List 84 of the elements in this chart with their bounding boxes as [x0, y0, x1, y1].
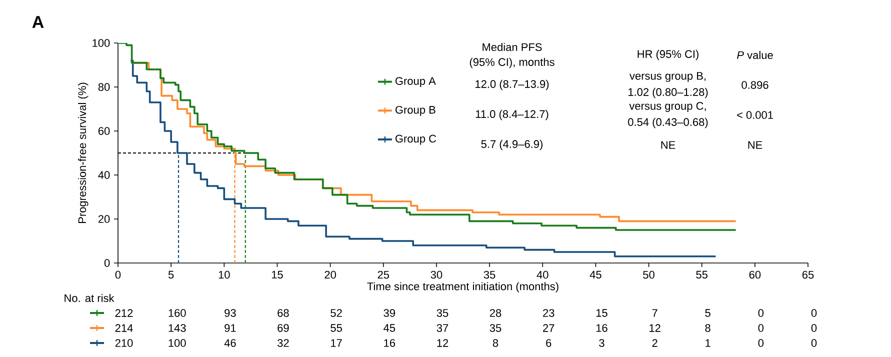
text: 28	[490, 309, 502, 317]
text: 12	[650, 324, 660, 332]
annotation: versus group C,	[629, 102, 706, 112]
text: 214	[115, 324, 133, 332]
annotation: 12.0 (8.7–13.9)	[476, 80, 549, 90]
legend-label: Group C	[396, 134, 436, 145]
text: 212	[115, 309, 133, 317]
text: 17	[331, 339, 342, 347]
text: 32	[278, 339, 289, 347]
y-tick-label: 100	[92, 39, 110, 47]
text: 0	[758, 339, 764, 347]
annotation: P value	[737, 50, 773, 60]
text: 69	[278, 324, 289, 332]
x-tick-label: 20	[324, 270, 336, 279]
text: 0	[811, 309, 817, 317]
annotation: NE	[748, 141, 762, 149]
text: 23	[543, 309, 554, 317]
x-tick-label: 50	[643, 270, 654, 279]
annotation: Median PFS	[482, 42, 542, 52]
text: 35	[436, 309, 448, 317]
x-tick-label: 30	[430, 270, 442, 279]
text: 7	[652, 309, 658, 317]
text: 5	[705, 309, 710, 317]
y-tick-label: 0	[104, 259, 110, 267]
annotation: (95% CI), months	[470, 58, 554, 68]
text: 2	[652, 339, 658, 347]
text: 46	[224, 339, 236, 347]
text: 6	[546, 339, 552, 347]
annotation: < 0.001	[737, 111, 773, 119]
y-axis-title: Progression-free survival (%)	[78, 82, 88, 223]
text: 68	[278, 309, 289, 317]
text: 0	[811, 324, 817, 332]
text: 27	[543, 324, 554, 332]
text: 0	[758, 324, 764, 332]
x-tick-label: 40	[536, 270, 548, 279]
text: 16	[384, 339, 396, 347]
text: 3	[599, 339, 604, 347]
annotation: 0.896	[742, 81, 768, 89]
y-tick-label: 20	[98, 215, 110, 223]
text: 37	[436, 324, 448, 332]
x-tick-label: 15	[272, 270, 283, 279]
annotation: 0.54 (0.43–0.68)	[628, 118, 708, 128]
text: 39	[384, 309, 396, 317]
text: 8	[492, 339, 498, 347]
annotation: 1.02 (0.80–1.28)	[628, 88, 708, 98]
text: 160	[168, 309, 186, 317]
x-tick-label: 55	[696, 270, 708, 279]
text: 35	[490, 324, 502, 332]
text: 12	[437, 339, 448, 347]
chart-title: A	[32, 16, 44, 28]
x-tick-label: 0	[115, 270, 121, 279]
text: 45	[384, 324, 396, 332]
x-tick-label: 10	[218, 270, 230, 279]
x-tick-label: 35	[484, 270, 496, 279]
annotation: 5.7 (4.9–6.9)	[481, 140, 542, 150]
annotation: NE	[661, 141, 676, 149]
x-tick-label: 65	[802, 270, 814, 279]
annotation: HR (95% CI)	[638, 50, 698, 60]
text: 143	[168, 324, 186, 332]
x-tick-label: 45	[590, 270, 602, 279]
text: No. at risk	[64, 294, 114, 302]
text: 91	[224, 324, 236, 332]
text: 15	[596, 309, 608, 317]
text: 55	[330, 324, 342, 332]
x-tick-label: 60	[749, 270, 761, 279]
annotation: versus group B,	[630, 72, 706, 82]
text: 16	[596, 324, 608, 332]
text: 0	[758, 309, 764, 317]
legend-label: Group B	[396, 106, 436, 116]
text: 8	[705, 324, 710, 332]
text: 100	[168, 339, 186, 347]
y-tick-label: 40	[98, 171, 110, 179]
text: 0	[811, 339, 817, 347]
text: 52	[330, 309, 342, 317]
x-tick-label: 5	[168, 270, 174, 279]
text: 1	[706, 339, 710, 347]
annotation: 11.0 (8.4–12.7)	[476, 110, 548, 120]
legend-label: Group A	[396, 77, 436, 88]
y-tick-label: 60	[98, 127, 110, 135]
x-axis-title: Time since treatment initiation (months)	[367, 282, 558, 292]
text: 210	[115, 339, 133, 347]
y-tick-label: 80	[98, 83, 110, 91]
x-tick-label: 25	[378, 270, 390, 279]
text: 93	[224, 309, 236, 317]
